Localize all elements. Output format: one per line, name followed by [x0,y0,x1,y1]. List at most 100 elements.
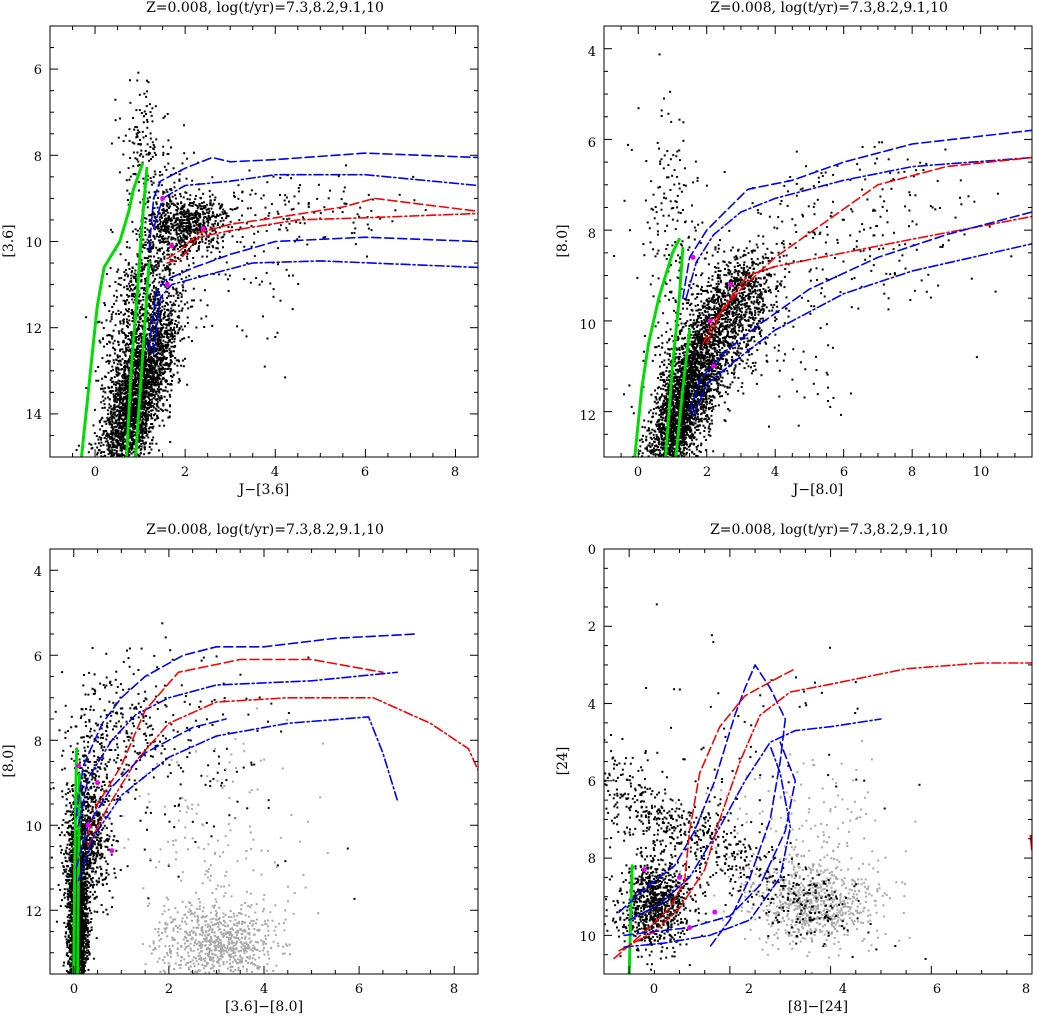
star-point [150,313,153,316]
star-point [266,181,269,184]
star-point [103,387,106,390]
star-point [122,454,125,456]
star-point [152,286,155,289]
star-point [667,358,670,361]
star-point [124,372,127,375]
star-point [101,387,104,390]
star-point [147,393,150,396]
star-point [133,408,136,411]
star-point [129,331,132,334]
star-point [123,406,126,409]
star-point [127,326,129,329]
star-point [144,367,147,370]
star-point [148,375,150,378]
star-point [119,396,121,399]
star-point [118,277,121,280]
star-point [171,338,174,340]
star-point [186,157,188,160]
star-point [266,337,269,340]
star-point [132,383,135,386]
star-point [134,340,137,343]
star-point [141,423,144,426]
star-point [121,331,124,334]
star-point [190,299,193,302]
star-point [146,228,149,231]
star-point [178,360,180,363]
star-point [159,345,161,348]
star-point [354,243,357,246]
star-point [117,405,120,408]
star-point [179,292,182,294]
star-point [168,347,171,350]
star-point [140,430,143,433]
star-point [702,395,705,398]
star-point [138,424,141,427]
star-point [160,280,163,283]
star-point [115,299,118,302]
star-point [121,391,123,394]
star-point [143,307,146,310]
star-point [146,143,149,146]
star-point [146,257,149,260]
star-point [114,349,117,352]
star-point [138,310,141,313]
star-point [174,332,176,335]
star-point [120,368,123,371]
star-point [169,368,172,370]
star-point [159,408,162,411]
star-point [152,371,155,374]
star-point [124,354,127,357]
star-point [156,342,158,344]
star-point [166,390,169,393]
star-point [158,339,161,342]
star-point [180,364,183,367]
star-point [173,181,176,184]
star-point [183,219,186,222]
star-point [166,308,169,311]
star-point [147,386,150,389]
star-point [132,380,135,383]
star-point [659,378,662,381]
star-point [159,220,162,223]
star-point [166,332,169,335]
star-point [168,351,171,354]
star-point [123,405,126,408]
star-point [645,446,648,449]
star-point [147,452,150,455]
star-point [158,383,161,386]
star-point [157,390,160,393]
star-point [136,253,139,256]
star-point [160,184,163,187]
star-point [143,243,146,246]
star-point [114,98,117,101]
star-point [250,189,253,192]
star-point [145,376,148,379]
star-point [125,285,128,288]
star-point [176,325,178,328]
star-point [163,214,166,217]
star-point [170,383,173,386]
star-point [209,199,212,202]
star-point [153,207,156,210]
star-point [181,219,184,221]
star-point [126,342,128,345]
star-point [161,247,163,250]
data-layer [75,71,478,457]
star-point [147,363,150,366]
star-point [210,215,213,218]
star-point [366,223,369,226]
star-point [135,133,138,136]
star-point [145,434,148,437]
star-point [102,327,105,329]
star-point [126,388,128,391]
star-point [184,225,187,228]
star-point [133,443,136,446]
star-point [148,219,151,222]
star-point [141,130,144,133]
star-point [176,364,179,367]
star-point [151,241,154,244]
star-point [179,223,182,226]
star-point [152,382,155,385]
star-point [147,312,150,315]
star-point [167,268,170,271]
